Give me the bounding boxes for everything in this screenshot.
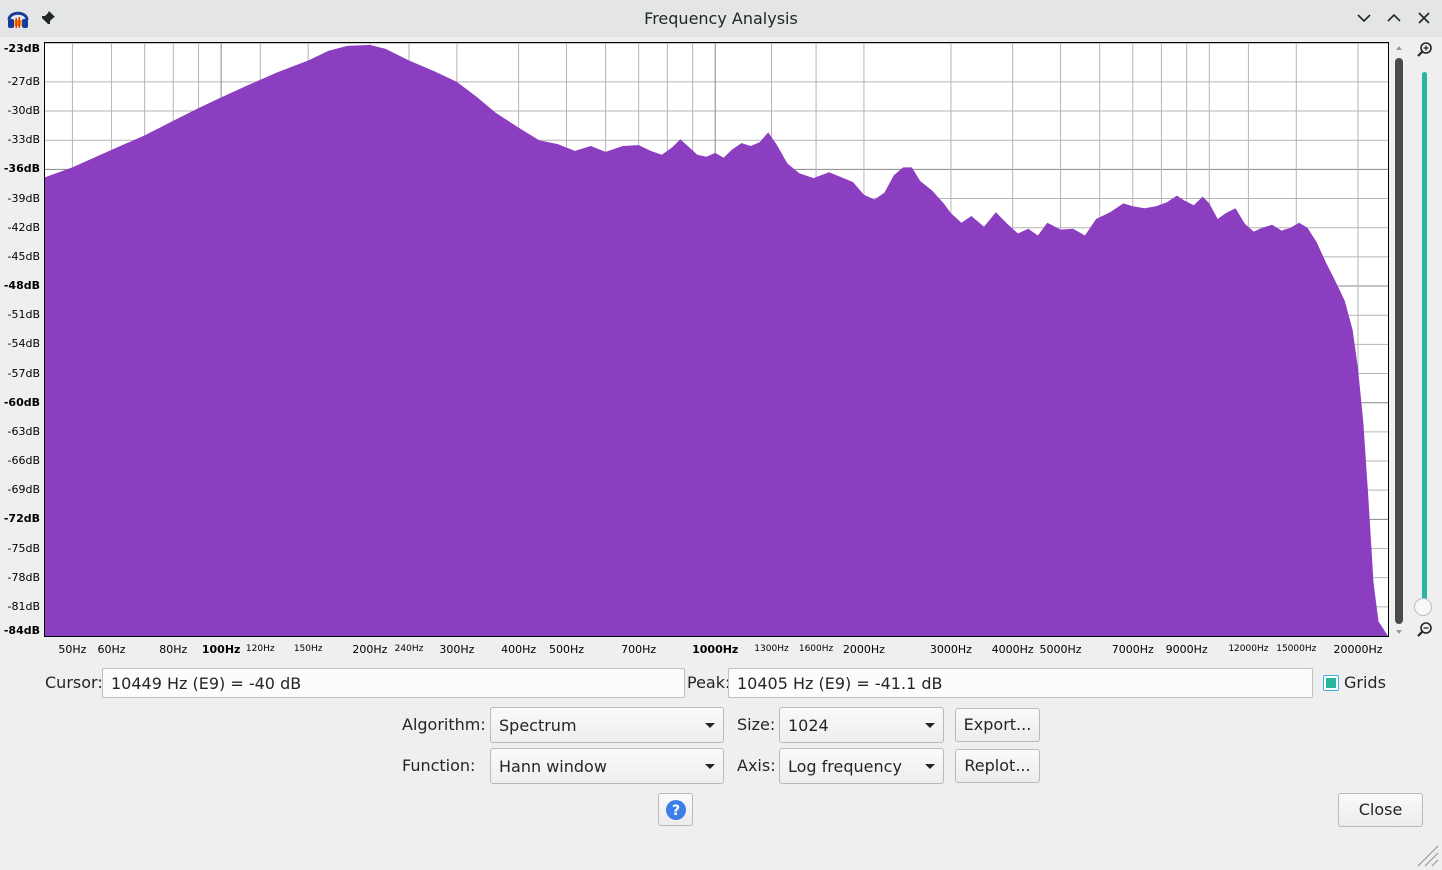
zoom-slider-track[interactable] <box>1422 72 1427 600</box>
x-tick-label: 100Hz <box>201 643 241 656</box>
y-tick-label: -39dB <box>7 191 41 205</box>
x-tick-label: 1600Hz <box>798 644 834 654</box>
size-dropdown[interactable]: 1024 <box>779 707 944 743</box>
y-tick-label: -69dB <box>7 483 41 497</box>
y-tick-label: -51dB <box>7 308 41 322</box>
export-button[interactable]: Export... <box>955 708 1040 742</box>
x-tick-label: 20000Hz <box>1333 643 1383 656</box>
function-value: Hann window <box>499 757 607 776</box>
function-label: Function: <box>402 756 476 775</box>
x-tick-label: 200Hz <box>352 643 388 656</box>
dropdown-arrow-icon <box>925 764 935 769</box>
y-tick-label: -66dB <box>7 454 41 468</box>
function-dropdown[interactable]: Hann window <box>490 748 724 784</box>
title-bar: Frequency Analysis <box>0 0 1442 37</box>
y-tick-label: -23dB <box>3 42 40 55</box>
algorithm-dropdown[interactable]: Spectrum <box>490 707 724 743</box>
pin-icon[interactable] <box>40 10 56 26</box>
zoom-slider-handle[interactable] <box>1414 598 1432 616</box>
dropdown-arrow-icon <box>705 723 715 728</box>
y-tick-label: -57dB <box>7 366 41 380</box>
grids-checkbox[interactable] <box>1323 675 1339 691</box>
x-tick-label: 700Hz <box>621 643 657 656</box>
x-tick-label: 80Hz <box>159 643 188 656</box>
y-tick-label: -42dB <box>7 220 41 234</box>
x-tick-label: 15000Hz <box>1276 644 1317 654</box>
y-tick-label: -33dB <box>7 133 41 147</box>
y-tick-label: -72dB <box>3 512 40 526</box>
close-button[interactable]: Close <box>1338 793 1423 827</box>
y-tick-label: -48dB <box>3 279 40 293</box>
zoom-in-icon[interactable] <box>1416 41 1434 59</box>
replot-button[interactable]: Replot... <box>955 749 1040 783</box>
y-tick-label: -54dB <box>7 337 41 351</box>
x-tick-label: 3000Hz <box>929 643 972 656</box>
axis-value: Log frequency <box>788 757 902 776</box>
zoom-out-icon[interactable] <box>1416 621 1434 639</box>
x-tick-label: 2000Hz <box>842 643 885 656</box>
resize-grip-icon[interactable] <box>1414 842 1440 868</box>
x-tick-label: 7000Hz <box>1111 643 1154 656</box>
y-tick-label: -30dB <box>7 104 41 118</box>
x-tick-label: 12000Hz <box>1228 644 1269 654</box>
x-tick-label: 150Hz <box>293 644 323 654</box>
close-icon[interactable] <box>1416 10 1432 26</box>
spectrum-plot[interactable] <box>44 42 1389 637</box>
help-icon: ? <box>665 800 686 820</box>
x-tick-label: 1000Hz <box>692 643 739 656</box>
y-tick-label: -27dB <box>7 74 41 88</box>
size-label: Size: <box>737 715 776 734</box>
x-tick-label: 240Hz <box>394 644 424 654</box>
x-tick-label: 50Hz <box>58 643 87 656</box>
y-tick-label: -60dB <box>3 395 40 409</box>
y-tick-label: -36dB <box>3 162 40 176</box>
grids-label: Grids <box>1344 673 1386 692</box>
dropdown-arrow-icon <box>925 723 935 728</box>
algorithm-label: Algorithm: <box>402 715 486 734</box>
cursor-label: Cursor: <box>45 673 103 692</box>
peak-readout-field[interactable]: 10405 Hz (E9) = -41.1 dB <box>728 668 1313 698</box>
spectrum-chart <box>45 43 1388 636</box>
y-tick-label: -81dB <box>7 599 41 613</box>
axis-label: Axis: <box>737 756 776 775</box>
help-glyph: ? <box>671 803 679 819</box>
dropdown-arrow-icon <box>705 764 715 769</box>
y-tick-label: -84dB <box>3 624 40 637</box>
x-tick-label: 5000Hz <box>1039 643 1082 656</box>
audacity-headphones-icon[interactable] <box>6 6 30 30</box>
x-tick-label: 400Hz <box>501 643 537 656</box>
chevron-up-icon[interactable] <box>1386 10 1402 26</box>
cursor-readout-field[interactable]: 10449 Hz (E9) = -40 dB <box>102 668 685 698</box>
window-title: Frequency Analysis <box>644 9 798 28</box>
y-tick-label: -45dB <box>7 249 41 263</box>
x-tick-label: 500Hz <box>548 643 585 656</box>
y-tick-label: -78dB <box>7 570 41 584</box>
spectrum-area <box>45 44 1388 636</box>
y-tick-label: -63dB <box>7 424 41 438</box>
x-tick-label: 300Hz <box>439 643 475 656</box>
x-tick-label: 9000Hz <box>1165 643 1208 656</box>
axis-dropdown[interactable]: Log frequency <box>779 748 944 784</box>
x-tick-label: 120Hz <box>245 644 275 654</box>
peak-label: Peak: <box>687 673 731 692</box>
zoom-control[interactable] <box>1410 40 1440 640</box>
help-button[interactable]: ? <box>658 793 693 826</box>
vertical-scrollbar[interactable] <box>1393 42 1405 638</box>
x-tick-label: 60Hz <box>97 643 126 656</box>
x-tick-label: 4000Hz <box>991 643 1034 656</box>
y-tick-label: -75dB <box>7 541 41 555</box>
size-value: 1024 <box>788 716 829 735</box>
algorithm-value: Spectrum <box>499 716 577 735</box>
x-tick-label: 1300Hz <box>754 644 789 654</box>
chevron-down-icon[interactable] <box>1356 10 1372 26</box>
